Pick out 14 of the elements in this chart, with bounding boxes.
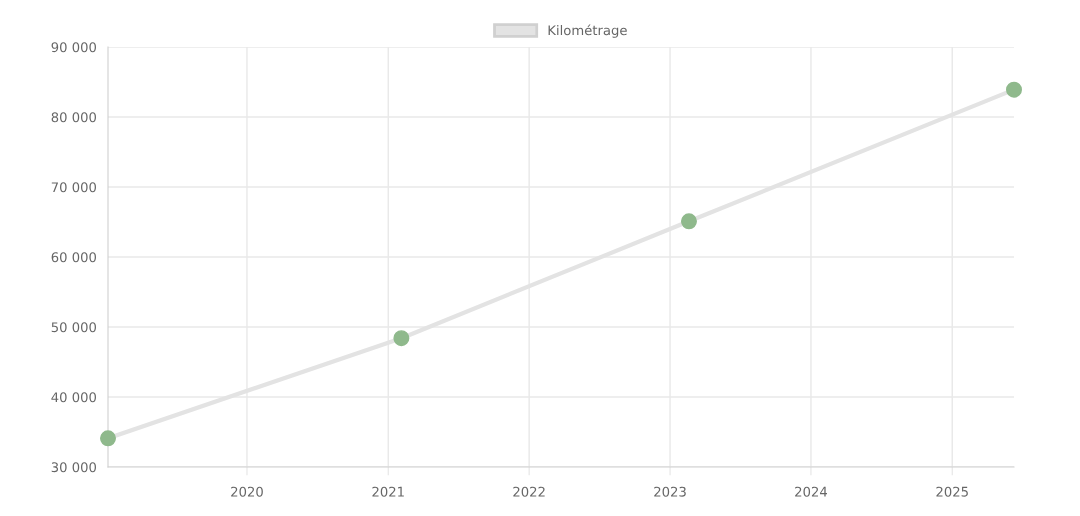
y-tick-label: 70 000 [51, 182, 97, 193]
x-tick-label: 2024 [795, 486, 827, 497]
y-tick-label: 80 000 [51, 112, 97, 123]
x-tick-label: 2020 [231, 486, 263, 497]
x-tick-label: 2025 [936, 486, 968, 497]
x-tick-label: 2021 [372, 486, 404, 497]
legend-label: Kilométrage [548, 24, 627, 38]
y-tick-label: 40 000 [51, 392, 97, 403]
x-tick-label: 2023 [654, 486, 686, 497]
y-tick-label: 30 000 [51, 462, 97, 473]
y-tick-label: 60 000 [51, 252, 97, 263]
x-tick-label: 2022 [513, 486, 545, 497]
y-tick-label: 90 000 [51, 42, 97, 53]
y-tick-label: 50 000 [51, 322, 97, 333]
